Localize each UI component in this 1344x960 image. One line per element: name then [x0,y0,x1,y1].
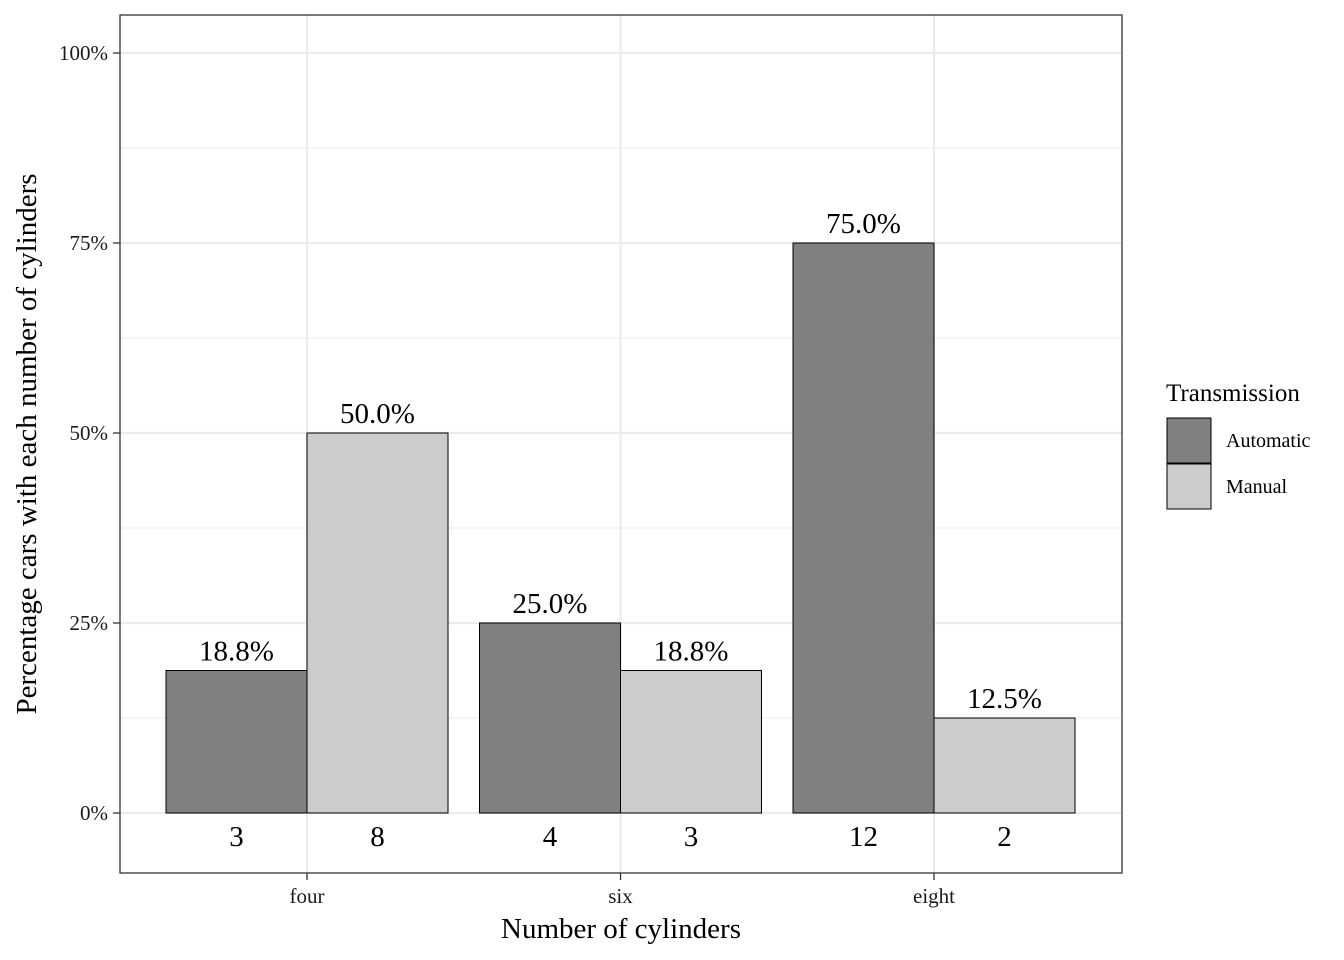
bar [306,432,449,814]
x-axis: four six eight [290,873,955,908]
y-tick-label: 75% [70,231,109,255]
legend-label: Manual [1226,476,1288,498]
bar-count-label: 3 [229,821,244,853]
y-tick-label: 50% [70,421,109,445]
bar-count-label: 2 [997,821,1012,853]
legend-key [1166,417,1212,464]
legend: Transmission Automatic Manual [1166,380,1311,510]
bar [165,670,308,814]
bar [792,242,935,814]
x-tick-label: four [290,884,325,908]
bar-value-label: 25.0% [513,588,588,620]
legend-label: Automatic [1226,430,1311,452]
bar-value-labels: 18.8% 50.0% 25.0% 18.8% 75.0% 12.5% [199,208,1042,715]
bars [165,242,1076,814]
bar-count-labels: 3 8 4 3 12 2 [229,821,1012,853]
bar-value-label: 18.8% [199,636,274,668]
bar [933,717,1076,814]
bar-count-label: 4 [543,821,558,853]
bar-value-label: 18.8% [654,636,729,668]
y-tick-label: 0% [80,801,108,825]
bar-count-label: 3 [684,821,699,853]
x-tick-label: eight [913,884,955,908]
y-axis-title: Percentage cars with each number of cyli… [11,173,43,714]
bar-count-label: 8 [370,821,385,853]
bar [620,670,762,814]
legend-key [1166,463,1212,510]
bar-value-label: 75.0% [826,208,901,240]
legend-title: Transmission [1166,380,1300,407]
y-tick-label: 100% [59,41,108,65]
bar-value-label: 12.5% [967,683,1042,715]
x-tick-label: six [608,884,633,908]
bar-count-label: 12 [849,821,878,853]
bar [479,622,621,814]
y-axis: 0% 25% 50% 75% 100% [59,41,120,825]
y-tick-label: 25% [70,611,109,635]
bar-value-label: 50.0% [340,398,415,430]
x-axis-title: Number of cylinders [501,913,741,945]
